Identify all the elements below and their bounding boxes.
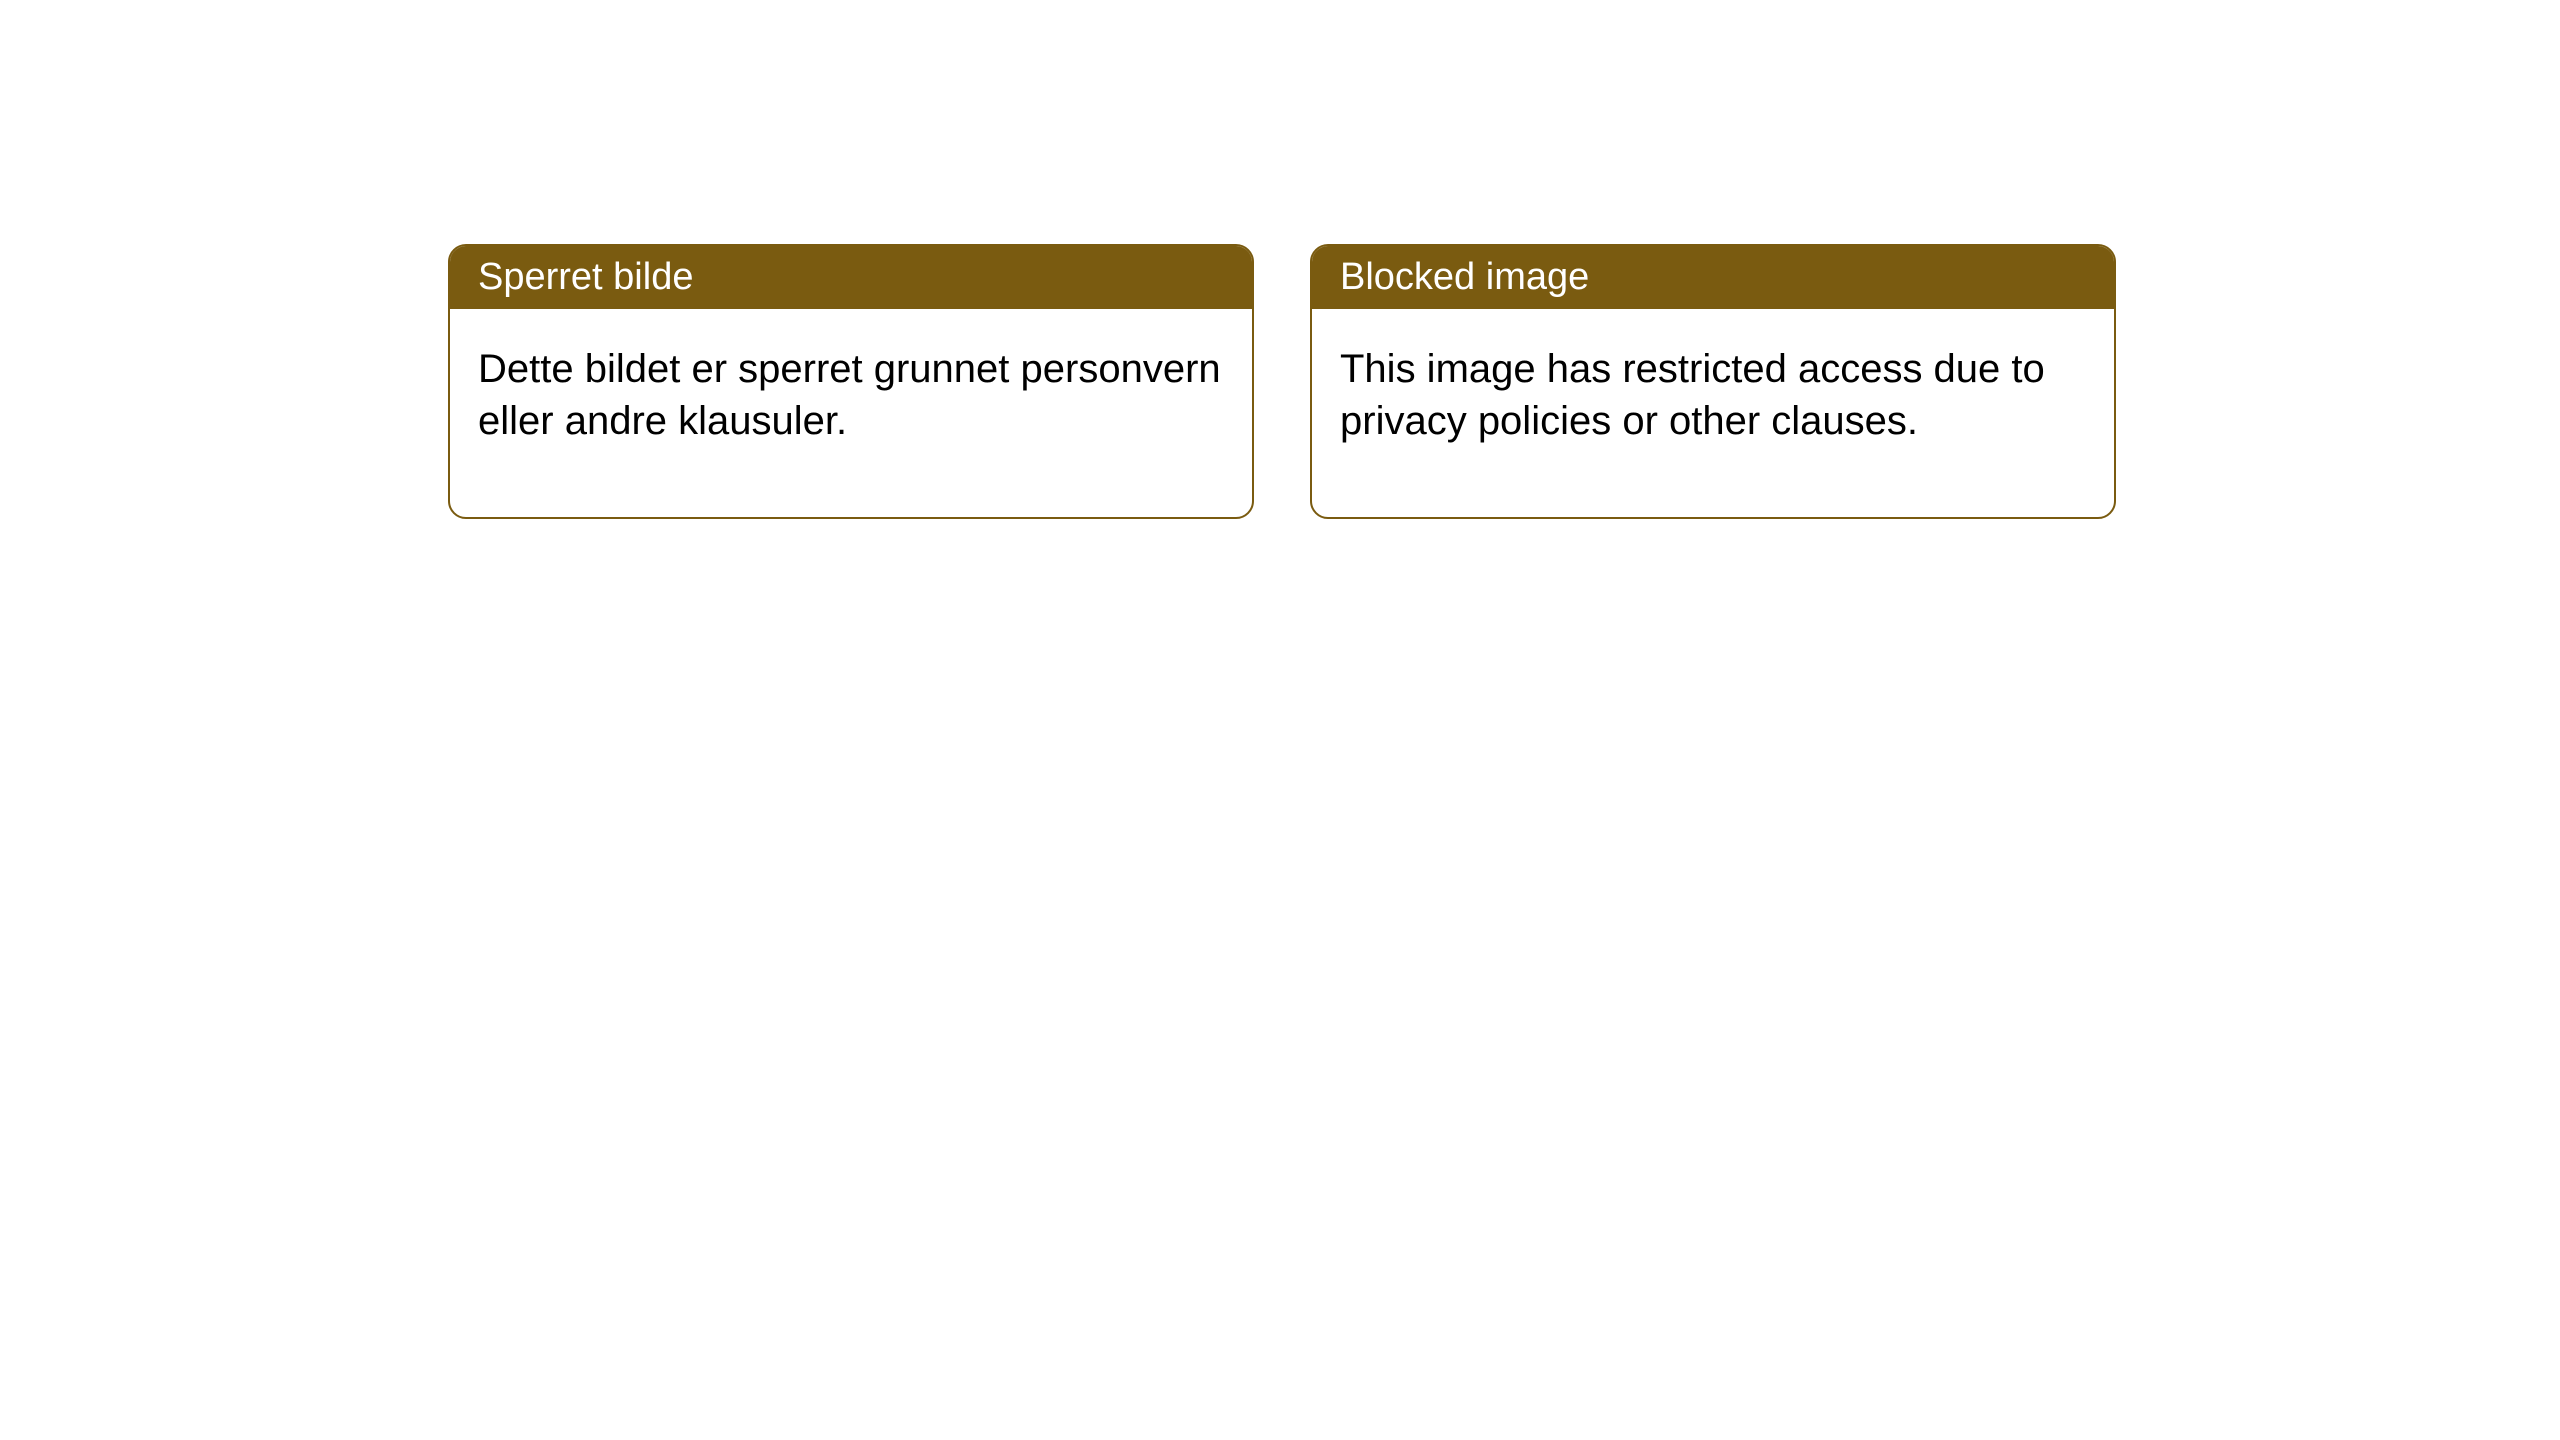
card-header: Sperret bilde [450, 246, 1252, 309]
notice-card-norwegian: Sperret bilde Dette bildet er sperret gr… [448, 244, 1254, 519]
card-body-text: This image has restricted access due to … [1340, 347, 2045, 443]
card-body: Dette bildet er sperret grunnet personve… [450, 309, 1252, 517]
card-body: This image has restricted access due to … [1312, 309, 2114, 517]
notice-container: Sperret bilde Dette bildet er sperret gr… [0, 0, 2560, 519]
card-header: Blocked image [1312, 246, 2114, 309]
card-title: Blocked image [1340, 256, 1589, 298]
card-title: Sperret bilde [478, 256, 693, 298]
notice-card-english: Blocked image This image has restricted … [1310, 244, 2116, 519]
card-body-text: Dette bildet er sperret grunnet personve… [478, 347, 1221, 443]
